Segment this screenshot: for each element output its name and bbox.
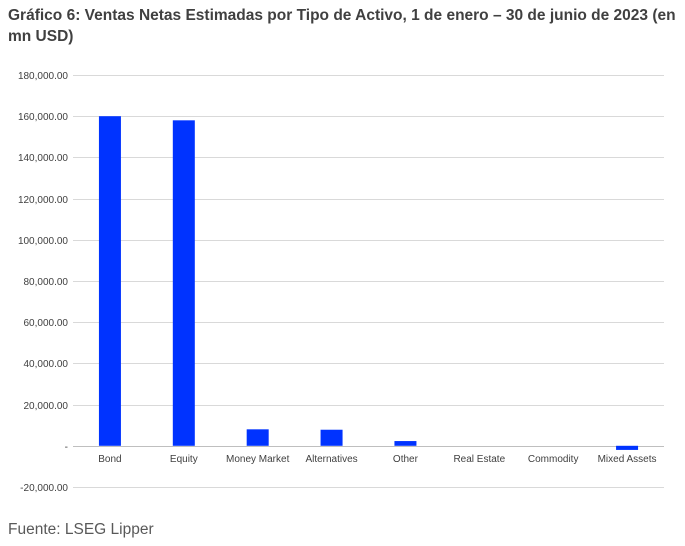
- bar-money-market: [246, 429, 269, 446]
- y-tick-label: 140,000.00: [18, 153, 68, 164]
- y-tick-label: 120,000.00: [18, 195, 68, 206]
- x-tick-label: Real Estate: [453, 454, 505, 465]
- x-tick-label: Mixed Assets: [598, 454, 657, 465]
- gridlines: [73, 75, 664, 488]
- bar-alternatives: [320, 429, 343, 446]
- y-tick-label: 20,000.00: [24, 401, 69, 412]
- y-tick-label: -: [65, 442, 68, 453]
- source-note: Fuente: LSEG Lipper: [8, 521, 154, 538]
- y-tick-label: 60,000.00: [24, 318, 69, 329]
- bar-mixed-assets: [616, 445, 639, 450]
- y-tick-label: 100,000.00: [18, 236, 68, 247]
- y-tick-label: 160,000.00: [18, 112, 68, 123]
- y-axis-ticks: 180,000.00 160,000.00 140,000.00 120,000.00…: [18, 71, 68, 494]
- bar-other: [394, 441, 417, 446]
- bars: [98, 116, 639, 450]
- x-tick-label: Money Market: [226, 454, 290, 465]
- x-tick-label: Alternatives: [305, 454, 357, 465]
- y-tick-label: 40,000.00: [24, 359, 69, 370]
- x-tick-label: Commodity: [528, 454, 579, 465]
- x-tick-label: Equity: [170, 454, 198, 465]
- chart-title: Gráfico 6: Ventas Netas Estimadas por Ti…: [8, 7, 676, 45]
- x-axis-labels: Bond Equity Money Market Alternatives Other R…: [98, 454, 656, 465]
- y-tick-label: 80,000.00: [24, 277, 69, 288]
- x-tick-label: Other: [393, 454, 419, 465]
- x-tick-label: Bond: [98, 454, 121, 465]
- bar-bond: [98, 116, 121, 446]
- y-tick-label: 180,000.00: [18, 71, 68, 82]
- y-tick-label: -20,000.00: [20, 483, 68, 494]
- bar-equity: [172, 120, 195, 446]
